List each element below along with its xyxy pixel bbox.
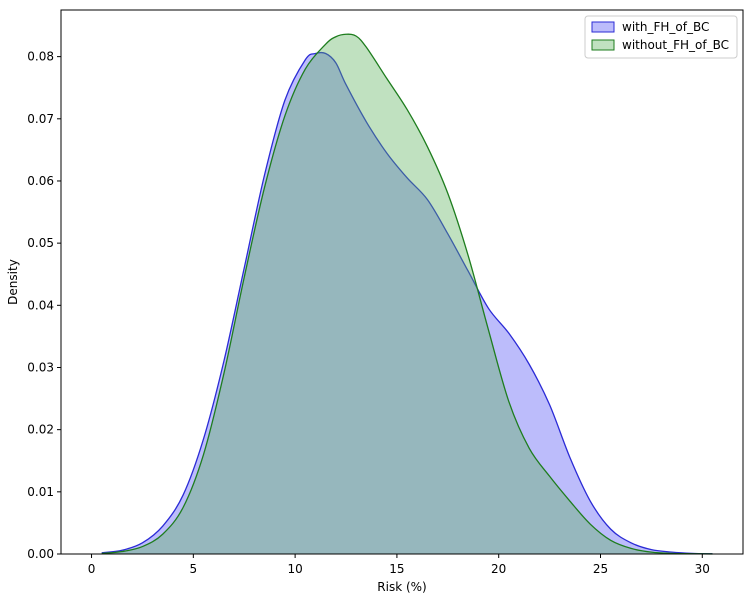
x-tick-label: 20: [491, 562, 506, 576]
density-fill-series-0: [101, 52, 713, 554]
y-axis-label: Density: [6, 259, 20, 305]
legend: with_FH_of_BC without_FH_of_BC: [584, 15, 738, 59]
x-tick-label: 0: [88, 562, 96, 576]
y-axis-ticks: 0.00 0.01 0.02 0.03 0.04 0.05 0.06 0.07 0.08: [27, 50, 61, 561]
y-tick-label: 0.01: [27, 485, 54, 499]
x-tick-label: 5: [190, 562, 198, 576]
density-fill-series-1: [101, 34, 713, 554]
density-line-series-1: [101, 33, 713, 555]
y-tick-label: 0.04: [27, 298, 54, 312]
y-tick-label: 0.07: [27, 112, 54, 126]
x-axis-ticks: 0 5 10 15 20 25 30: [88, 554, 710, 576]
legend-swatch-with-fh: [591, 21, 615, 33]
y-tick-label: 0.02: [27, 423, 54, 437]
legend-swatch-without-fh: [591, 39, 615, 51]
x-tick-label: 30: [695, 562, 710, 576]
x-tick-label: 10: [287, 562, 302, 576]
x-tick-label: 25: [593, 562, 608, 576]
y-tick-label: 0.03: [27, 360, 54, 374]
density-line-series-0: [101, 51, 713, 555]
legend-box: [584, 15, 738, 59]
legend-label-without-fh: without_FH_of_BC: [622, 38, 729, 52]
y-tick-label: 0.05: [27, 236, 54, 250]
density-areas: [101, 33, 713, 555]
plot-frame: [60, 9, 744, 555]
legend-label-with-fh: with_FH_of_BC: [622, 20, 709, 34]
y-tick-label: 0.06: [27, 174, 54, 188]
y-tick-label: 0.08: [27, 50, 54, 64]
x-tick-label: 15: [389, 562, 404, 576]
x-axis-label: Risk (%): [377, 580, 426, 594]
y-tick-label: 0.00: [27, 547, 54, 561]
